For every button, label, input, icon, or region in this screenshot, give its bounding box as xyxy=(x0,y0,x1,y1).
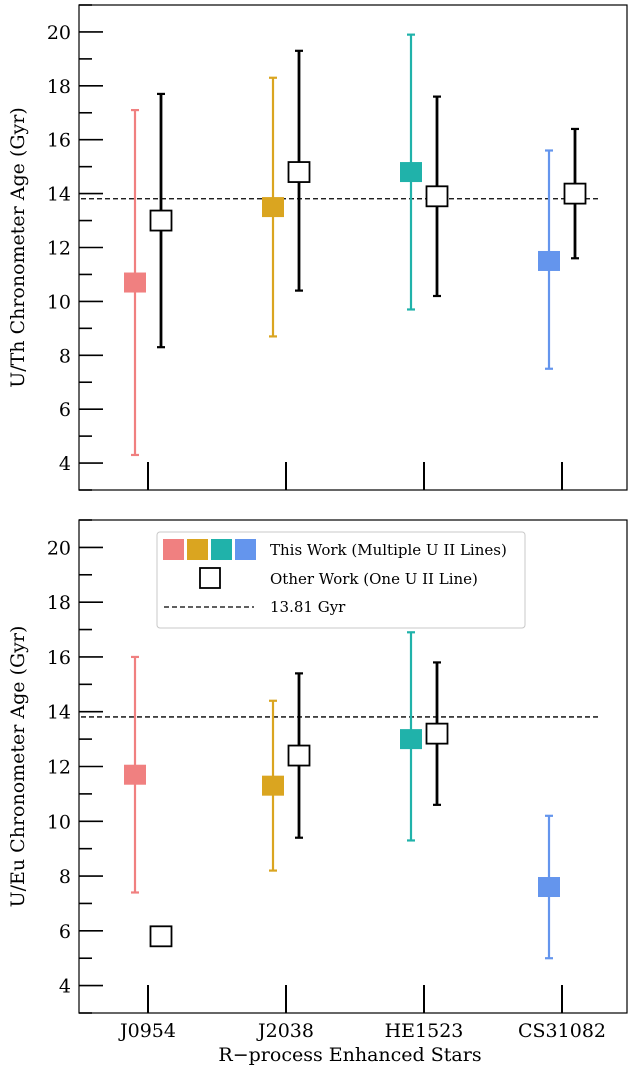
legend-label: This Work (Multiple U II Lines) xyxy=(270,541,507,559)
data-point-this-work xyxy=(262,775,284,796)
legend-swatch-square xyxy=(211,539,232,560)
y-tick-label: 10 xyxy=(47,291,71,313)
x-tick-label: CS31082 xyxy=(518,1020,606,1042)
y-tick-label: 20 xyxy=(47,537,71,559)
legend-swatch-open-square xyxy=(199,567,221,589)
y-tick-label: 18 xyxy=(47,76,71,98)
panel-bottom: 4 6 8 10 12 14 16 18 20 U/Eu Chronometer Age (Gyr… xyxy=(7,519,628,1066)
y-tick-label: 4 xyxy=(59,453,71,475)
data-point-other-work xyxy=(149,925,173,948)
y-tick-label: 6 xyxy=(59,921,71,943)
y-tick-label: 18 xyxy=(47,592,71,614)
y-tick-label: 8 xyxy=(59,866,71,888)
y-tick-label: 16 xyxy=(47,130,71,152)
data-point-this-work xyxy=(124,272,146,293)
x-axis-label: R−process Enhanced Stars xyxy=(218,1044,481,1066)
data-point-this-work xyxy=(400,162,422,183)
x-tick-label: HE1523 xyxy=(385,1020,464,1042)
x-tick-label: J2038 xyxy=(256,1020,314,1042)
y-tick-label: 14 xyxy=(47,184,71,206)
data-point-this-work xyxy=(538,250,560,271)
y-tick-label: 20 xyxy=(47,22,71,44)
y-tick-label: 10 xyxy=(47,811,71,833)
x-tick-label: J0954 xyxy=(118,1020,176,1042)
panel-top: 4 6 8 10 12 14 16 18 20 U/Th Chronometer Age (Gyr… xyxy=(7,4,628,491)
legend-swatch-square xyxy=(235,539,256,560)
y-axis-label: U/Th Chronometer Age (Gyr) xyxy=(7,107,29,388)
legend: This Work (Multiple U II Lines) Other Wor… xyxy=(156,531,526,629)
data-point-other-work xyxy=(425,185,449,208)
legend-label: 13.81 Gyr xyxy=(270,598,346,616)
legend-label: Other Work (One U II Line) xyxy=(270,570,478,588)
y-axis-label: U/Eu Chronometer Age (Gyr) xyxy=(7,626,29,908)
data-point-this-work xyxy=(538,877,560,898)
y-tick-label: 14 xyxy=(47,702,71,724)
legend-swatch-square xyxy=(187,539,208,560)
data-point-other-work xyxy=(287,161,311,183)
y-tick-label: 8 xyxy=(59,345,71,367)
data-point-this-work xyxy=(124,764,146,785)
data-point-other-work xyxy=(287,744,311,767)
y-tick-label: 12 xyxy=(47,757,71,779)
data-point-this-work xyxy=(262,197,284,218)
y-tick-label: 6 xyxy=(59,399,71,421)
data-point-other-work xyxy=(563,182,587,205)
data-point-other-work xyxy=(149,209,173,232)
data-point-other-work xyxy=(425,722,449,745)
y-tick-label: 12 xyxy=(47,238,71,260)
data-point-this-work xyxy=(400,729,422,750)
legend-swatch-square xyxy=(163,539,184,560)
y-tick-label: 16 xyxy=(47,647,71,669)
y-tick-label: 4 xyxy=(59,976,71,998)
